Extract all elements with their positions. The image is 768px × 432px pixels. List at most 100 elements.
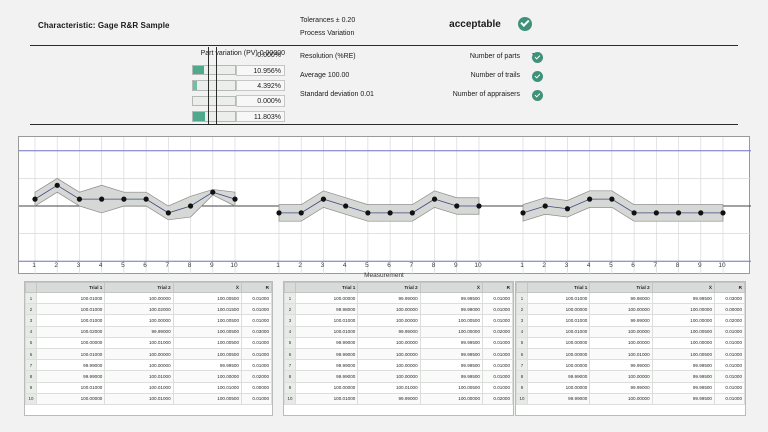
table-header-cell[interactable]: Trial 2 (357, 282, 421, 293)
table-cell[interactable]: 99.99500 (651, 359, 716, 372)
table-cell[interactable]: 99.99500 (419, 347, 484, 361)
table-cell[interactable]: 100.00000 (357, 336, 421, 349)
table-cell[interactable]: 99.99500 (172, 359, 243, 372)
table-cell[interactable]: 100.00000 (651, 336, 716, 349)
table-row[interactable]: 1 100.01000 99.98000 99.99500 0.03000 (516, 291, 745, 305)
table-cell[interactable]: 100.00000 (104, 291, 174, 305)
table-row[interactable]: 8 99.99000 100.00000 99.99500 0.01000 (516, 370, 745, 383)
table-cell[interactable]: 100.00500 (172, 291, 243, 305)
table-cell[interactable]: 100.00500 (172, 314, 243, 327)
table-cell[interactable]: 100.01000 (294, 325, 359, 338)
table-row[interactable]: 9 100.00000 100.01000 100.00500 0.01000 (284, 381, 513, 394)
table-cell[interactable]: 99.99500 (651, 392, 716, 405)
table-cell[interactable]: 0.01000 (241, 392, 272, 405)
table-cell[interactable]: 99.99500 (419, 291, 484, 305)
table-cell[interactable]: 100.01000 (357, 381, 421, 394)
table-cell[interactable]: 0.01000 (241, 291, 272, 305)
table-row[interactable]: 8 99.99000 100.00000 99.99500 0.01000 (284, 370, 513, 383)
table-row[interactable]: 4 100.01000 99.99000 100.00000 0.02000 (284, 325, 513, 338)
table-cell[interactable]: 100.00500 (419, 314, 484, 327)
table-cell[interactable]: 0.03000 (241, 325, 272, 338)
table-cell[interactable]: 100.01000 (35, 291, 106, 305)
table-cell[interactable]: 100.00000 (526, 303, 591, 316)
table-cell[interactable]: 99.98000 (294, 303, 359, 316)
table-cell[interactable]: 100.00500 (172, 325, 243, 338)
table-cell[interactable]: 100.01000 (104, 392, 174, 405)
table-row[interactable]: 2 99.98000 100.00000 99.99000 0.01000 (284, 303, 513, 316)
table-cell[interactable]: 0.01000 (482, 359, 513, 372)
table-cell[interactable]: 100.00000 (357, 314, 421, 327)
table-cell[interactable]: 99.98000 (589, 291, 653, 305)
measurement-table[interactable]: Trial 1 Trial 2 X̅ R 1 100.01000 99.98000 99.99… (515, 281, 746, 416)
table-cell[interactable]: 99.99000 (526, 370, 591, 383)
table-cell[interactable]: 100.02000 (35, 325, 106, 338)
table-cell[interactable]: 99.99000 (589, 359, 653, 372)
table-row[interactable]: 10 100.00000 100.01000 100.00500 0.01000 (25, 392, 272, 405)
table-cell[interactable]: 100.00000 (526, 381, 591, 394)
table-cell[interactable]: 100.00500 (172, 347, 243, 361)
table-cell[interactable]: 0.01000 (714, 359, 745, 372)
table-cell[interactable]: 99.99500 (651, 381, 716, 394)
table-header-cell[interactable]: R (482, 282, 513, 293)
table-cell[interactable]: 100.01000 (172, 381, 243, 394)
table-row[interactable]: 7 100.00000 99.99000 99.99500 0.01000 (516, 359, 745, 372)
table-cell[interactable]: 100.01000 (526, 291, 591, 305)
table-row[interactable]: 10 99.99000 100.00000 99.99500 0.01000 (516, 392, 745, 405)
table-cell[interactable]: 0.01000 (241, 303, 272, 316)
table-cell[interactable]: 0.02000 (482, 325, 513, 338)
table-row[interactable]: 1 100.00000 99.99000 99.99500 0.01000 (284, 291, 513, 305)
table-cell[interactable]: 99.99000 (294, 336, 359, 349)
table-header-cell[interactable]: X̅ (172, 282, 243, 293)
table-cell[interactable]: 0.01000 (714, 347, 745, 361)
table-cell[interactable]: 100.00000 (651, 303, 716, 316)
table-cell[interactable]: 99.99000 (589, 381, 653, 394)
table-cell[interactable]: 100.01500 (172, 303, 243, 316)
measurement-table[interactable]: Trial 1 Trial 2 X̅ R 1 100.00000 99.99000 99.99… (283, 281, 514, 416)
table-cell[interactable]: 100.00000 (419, 392, 484, 405)
table-row[interactable]: 6 100.00000 100.01000 100.00500 0.01000 (516, 347, 745, 361)
table-header-cell[interactable]: Trial 1 (35, 282, 106, 293)
table-header-cell[interactable]: R (714, 282, 745, 293)
table-row[interactable]: 7 99.99000 100.00000 99.99500 0.01000 (284, 359, 513, 372)
table-row[interactable]: 2 100.01000 100.02000 100.01500 0.01000 (25, 303, 272, 316)
table-cell[interactable]: 100.00000 (589, 325, 653, 338)
table-cell[interactable]: 100.00000 (357, 359, 421, 372)
table-cell[interactable]: 100.01000 (35, 347, 106, 361)
table-cell[interactable]: 99.99000 (526, 392, 591, 405)
table-cell[interactable]: 100.01000 (294, 314, 359, 327)
table-cell[interactable]: 100.01000 (589, 347, 653, 361)
table-cell[interactable]: 100.01000 (526, 314, 591, 327)
table-cell[interactable]: 100.01000 (526, 325, 591, 338)
table-cell[interactable]: 100.00000 (589, 392, 653, 405)
table-header-cell[interactable]: X̅ (419, 282, 484, 293)
table-cell[interactable]: 0.01000 (482, 303, 513, 316)
table-header-cell[interactable]: Trial 1 (526, 282, 591, 293)
table-cell[interactable]: 99.99000 (419, 303, 484, 316)
table-cell[interactable]: 100.00000 (294, 381, 359, 394)
table-row[interactable]: 5 100.00000 100.00000 100.00000 0.01000 (516, 336, 745, 349)
table-cell[interactable]: 100.00000 (104, 359, 174, 372)
table-cell[interactable]: 100.00000 (35, 392, 106, 405)
table-row[interactable]: 5 99.99000 100.00000 99.99500 0.01000 (284, 336, 513, 349)
table-cell[interactable]: 0.00000 (714, 303, 745, 316)
table-cell[interactable]: 99.99000 (357, 392, 421, 405)
table-cell[interactable]: 100.01000 (104, 370, 174, 383)
table-cell[interactable]: 100.00500 (419, 381, 484, 394)
table-cell[interactable]: 0.01000 (482, 370, 513, 383)
table-cell[interactable]: 100.00000 (589, 336, 653, 349)
table-cell[interactable]: 99.99000 (294, 359, 359, 372)
measurement-table[interactable]: Trial 1 Trial 2 X̅ R 1 100.01000 100.00000 100.… (24, 281, 273, 416)
table-cell[interactable]: 100.00000 (172, 370, 243, 383)
table-cell[interactable]: 100.01000 (104, 381, 174, 394)
table-cell[interactable]: 100.01000 (35, 381, 106, 394)
table-cell[interactable]: 100.00500 (651, 325, 716, 338)
table-row[interactable]: 7 99.99000 100.00000 99.99500 0.01000 (25, 359, 272, 372)
table-cell[interactable]: 0.01000 (482, 336, 513, 349)
table-row[interactable]: 3 100.01000 100.00000 100.00500 0.01000 (25, 314, 272, 327)
table-cell[interactable]: 100.00000 (294, 291, 359, 305)
table-cell[interactable]: 99.99500 (651, 291, 716, 305)
table-cell[interactable]: 100.00500 (651, 347, 716, 361)
table-cell[interactable]: 0.01000 (241, 347, 272, 361)
table-header-cell[interactable]: Trial 2 (589, 282, 653, 293)
table-cell[interactable]: 100.00000 (419, 325, 484, 338)
